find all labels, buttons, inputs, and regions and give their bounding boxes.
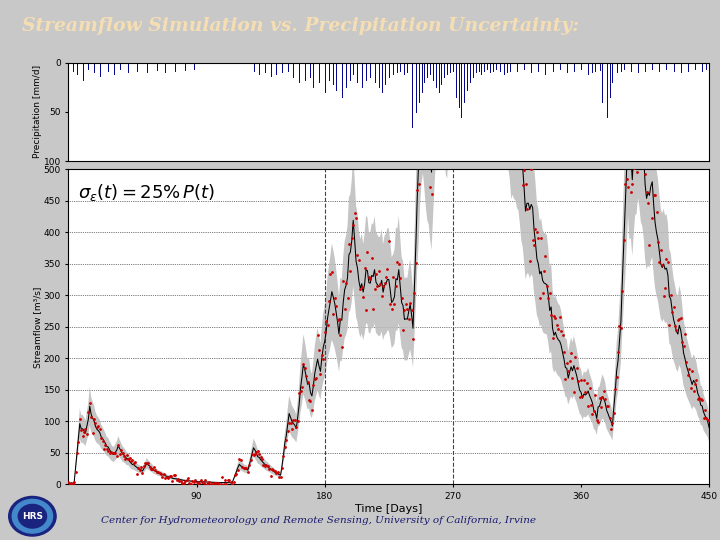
Y-axis label: Streamflow [m³/s]: Streamflow [m³/s]: [33, 286, 42, 368]
Text: Center for Hydrometeorology and Remote Sensing, University of California, Irvine: Center for Hydrometeorology and Remote S…: [101, 516, 536, 524]
Y-axis label: Precipitation [mm/d]: Precipitation [mm/d]: [33, 65, 42, 158]
Circle shape: [12, 500, 53, 533]
Text: Streamflow Simulation vs. Precipitation Uncertainty:: Streamflow Simulation vs. Precipitation …: [22, 17, 579, 36]
Circle shape: [9, 496, 56, 536]
Circle shape: [18, 504, 47, 528]
Text: HRS: HRS: [22, 512, 43, 521]
Text: $\sigma_{\varepsilon}(t) = 25\%\, P(t)$: $\sigma_{\varepsilon}(t) = 25\%\, P(t)$: [78, 182, 215, 203]
X-axis label: Time [Days]: Time [Days]: [355, 504, 423, 514]
